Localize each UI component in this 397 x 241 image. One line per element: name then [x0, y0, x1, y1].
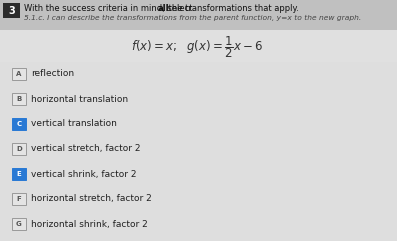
- Text: A: A: [16, 71, 22, 77]
- Text: the transformations that apply.: the transformations that apply.: [166, 4, 299, 13]
- Text: reflection: reflection: [31, 69, 74, 79]
- FancyBboxPatch shape: [0, 0, 397, 30]
- Text: C: C: [16, 121, 21, 127]
- Text: F: F: [17, 196, 21, 202]
- Text: G: G: [16, 221, 22, 227]
- FancyBboxPatch shape: [12, 218, 26, 230]
- FancyBboxPatch shape: [12, 118, 26, 130]
- Text: horizontal stretch, factor 2: horizontal stretch, factor 2: [31, 194, 152, 203]
- Text: vertical stretch, factor 2: vertical stretch, factor 2: [31, 145, 141, 154]
- Text: $f(x) = x;\ \ g(x) = \dfrac{1}{2}x - 6$: $f(x) = x;\ \ g(x) = \dfrac{1}{2}x - 6$: [131, 34, 263, 60]
- FancyBboxPatch shape: [3, 3, 20, 18]
- Text: With the success criteria in mind, select: With the success criteria in mind, selec…: [24, 4, 195, 13]
- Text: 5.1.c. I can describe the transformations from the parent function, y=x to the n: 5.1.c. I can describe the transformation…: [24, 15, 361, 21]
- Text: vertical shrink, factor 2: vertical shrink, factor 2: [31, 169, 137, 179]
- FancyBboxPatch shape: [12, 143, 26, 155]
- Text: 3: 3: [8, 6, 15, 15]
- Text: all: all: [158, 4, 169, 13]
- FancyBboxPatch shape: [12, 68, 26, 80]
- FancyBboxPatch shape: [12, 93, 26, 105]
- Text: E: E: [17, 171, 21, 177]
- Text: B: B: [16, 96, 21, 102]
- Text: horizontal translation: horizontal translation: [31, 94, 128, 103]
- Text: horizontal shrink, factor 2: horizontal shrink, factor 2: [31, 220, 148, 228]
- FancyBboxPatch shape: [0, 62, 397, 241]
- FancyBboxPatch shape: [12, 168, 26, 180]
- FancyBboxPatch shape: [0, 30, 397, 62]
- Text: D: D: [16, 146, 22, 152]
- FancyBboxPatch shape: [12, 193, 26, 205]
- Text: vertical translation: vertical translation: [31, 120, 117, 128]
